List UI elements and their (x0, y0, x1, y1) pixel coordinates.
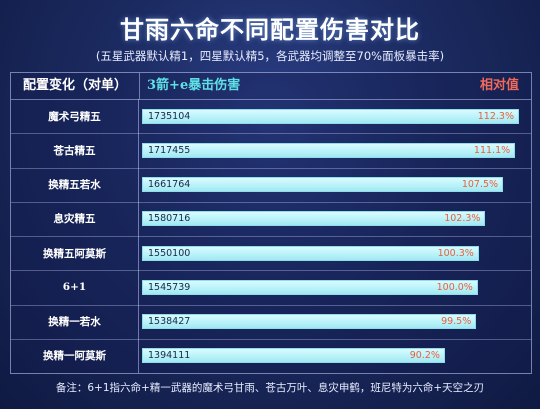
damage-value-label: 1661764 (148, 179, 191, 191)
damage-bar (142, 142, 516, 158)
relative-value-label: 100.0% (436, 281, 473, 293)
damage-value-label: 1580716 (148, 213, 191, 225)
comparison-table: 配置变化（对单） 3箭+e暴击伤害 相对值 魔术弓精五 1735104 112.3%… (10, 72, 532, 374)
damage-value-label: 1735104 (148, 110, 191, 122)
damage-value-label: 1550100 (148, 247, 191, 259)
row-label: 6+1 (11, 270, 139, 305)
damage-value-label: 1538427 (148, 316, 191, 328)
chart-title: 甘雨六命不同配置伤害对比 (120, 16, 420, 44)
damage-bar (142, 245, 479, 261)
table-row: 换精五阿莫斯 1550100 100.3% (11, 236, 531, 272)
table-row: 6+1 1545739 100.0% (11, 270, 531, 306)
row-label: 息灾精五 (11, 201, 139, 236)
table-row: 换精一若水 1538427 99.5% (11, 304, 531, 340)
relative-value-label: 100.3% (437, 247, 474, 259)
row-label: 魔术弓精五 (11, 99, 139, 134)
damage-value-label: 1394111 (148, 350, 191, 362)
relative-value-label: 90.2% (409, 350, 440, 362)
relative-value-label: 111.1% (473, 144, 511, 156)
damage-value-label: 1717455 (148, 144, 191, 156)
damage-value-label: 1545739 (148, 281, 191, 293)
table-row: 换精一阿莫斯 1394111 90.2% (11, 338, 531, 373)
chart-subtitle: (五星武器默认精1，四星默认精5，各武器均调整至70%面板暴击率) (95, 49, 445, 63)
row-label: 换精一阿莫斯 (11, 338, 139, 373)
row-label: 换精五阿莫斯 (11, 236, 139, 271)
config-column-header: 配置变化（对单） (11, 73, 140, 99)
damage-bar (142, 314, 477, 330)
table-row: 魔术弓精五 1735104 112.3% (11, 99, 531, 135)
damage-column-header: 3箭+e暴击伤害 (147, 78, 241, 93)
damage-bar (142, 348, 445, 364)
footnote: 备注：6+1指六命+精一武器的魔术弓甘雨、苍古万叶、息灾申鹤，班尼特为六命+天空… (55, 382, 485, 394)
table-header: 配置变化（对单） 3箭+e暴击伤害 相对值 (11, 73, 531, 100)
table-row: 换精五若水 1661764 107.5% (11, 167, 531, 203)
relative-value-label: 99.5% (441, 316, 472, 328)
table-rows: 魔术弓精五 1735104 112.3% 苍古精五 1717455 111.1% 换精五若水… (11, 99, 531, 373)
relative-value-label: 112.3% (477, 110, 514, 122)
relative-value-label: 102.3% (444, 213, 481, 225)
damage-bar (142, 211, 486, 227)
row-label: 苍古精五 (11, 133, 139, 168)
damage-bar (142, 108, 519, 124)
relative-column-header: 相对值 (479, 78, 519, 93)
row-label: 换精一若水 (11, 304, 139, 339)
damage-bar (142, 177, 504, 193)
table-row: 苍古精五 1717455 111.1% (11, 133, 531, 169)
row-label: 换精五若水 (11, 167, 139, 202)
relative-value-label: 107.5% (461, 179, 499, 191)
table-row: 息灾精五 1580716 102.3% (11, 201, 531, 237)
damage-bar (142, 279, 478, 295)
